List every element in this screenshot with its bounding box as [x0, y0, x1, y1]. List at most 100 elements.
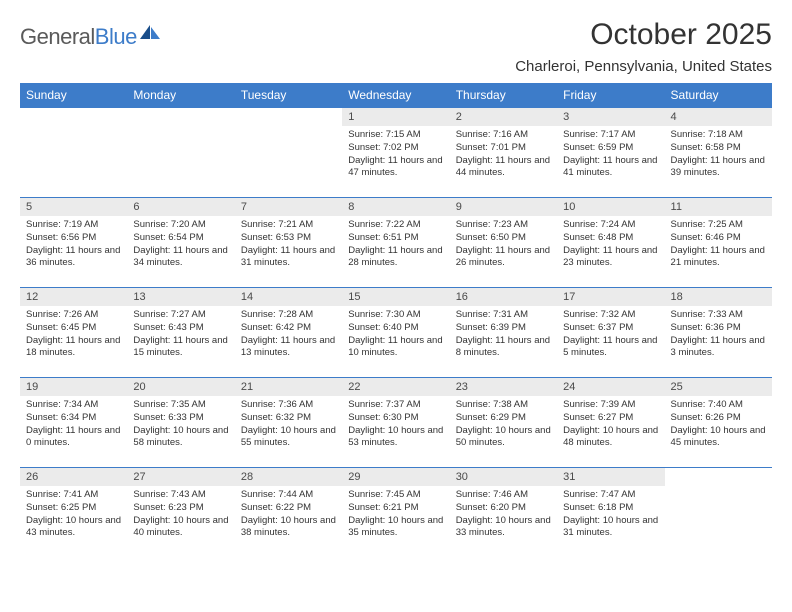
day-details: Sunrise: 7:36 AMSunset: 6:32 PMDaylight:… — [235, 396, 342, 454]
calendar-page: GeneralBlue October 2025 Charleroi, Penn… — [0, 0, 792, 558]
calendar-day-cell: 4Sunrise: 7:18 AMSunset: 6:58 PMDaylight… — [665, 108, 772, 198]
day-details: Sunrise: 7:38 AMSunset: 6:29 PMDaylight:… — [450, 396, 557, 454]
calendar-day-cell: 3Sunrise: 7:17 AMSunset: 6:59 PMDaylight… — [557, 108, 664, 198]
day-number: 19 — [20, 378, 127, 396]
day-details: Sunrise: 7:18 AMSunset: 6:58 PMDaylight:… — [665, 126, 772, 184]
calendar-table: SundayMondayTuesdayWednesdayThursdayFrid… — [20, 83, 772, 558]
calendar-day-cell: 13Sunrise: 7:27 AMSunset: 6:43 PMDayligh… — [127, 288, 234, 378]
day-details: Sunrise: 7:21 AMSunset: 6:53 PMDaylight:… — [235, 216, 342, 274]
calendar-week-row: 5Sunrise: 7:19 AMSunset: 6:56 PMDaylight… — [20, 198, 772, 288]
day-details: Sunrise: 7:31 AMSunset: 6:39 PMDaylight:… — [450, 306, 557, 364]
calendar-day-cell: 18Sunrise: 7:33 AMSunset: 6:36 PMDayligh… — [665, 288, 772, 378]
day-details: Sunrise: 7:25 AMSunset: 6:46 PMDaylight:… — [665, 216, 772, 274]
day-number: 20 — [127, 378, 234, 396]
day-details: Sunrise: 7:20 AMSunset: 6:54 PMDaylight:… — [127, 216, 234, 274]
day-details: Sunrise: 7:30 AMSunset: 6:40 PMDaylight:… — [342, 306, 449, 364]
day-details: Sunrise: 7:35 AMSunset: 6:33 PMDaylight:… — [127, 396, 234, 454]
calendar-day-cell: 2Sunrise: 7:16 AMSunset: 7:01 PMDaylight… — [450, 108, 557, 198]
calendar-day-cell: 25Sunrise: 7:40 AMSunset: 6:26 PMDayligh… — [665, 378, 772, 468]
day-number: 16 — [450, 288, 557, 306]
day-number: 27 — [127, 468, 234, 486]
calendar-day-cell: 7Sunrise: 7:21 AMSunset: 6:53 PMDaylight… — [235, 198, 342, 288]
calendar-week-row: 12Sunrise: 7:26 AMSunset: 6:45 PMDayligh… — [20, 288, 772, 378]
day-number: 21 — [235, 378, 342, 396]
location-text: Charleroi, Pennsylvania, United States — [515, 58, 772, 75]
brand-name: GeneralBlue — [20, 24, 137, 50]
header-row: GeneralBlue October 2025 Charleroi, Penn… — [20, 18, 772, 75]
day-number: 8 — [342, 198, 449, 216]
calendar-day-cell: 26Sunrise: 7:41 AMSunset: 6:25 PMDayligh… — [20, 468, 127, 558]
day-number: 13 — [127, 288, 234, 306]
day-details: Sunrise: 7:43 AMSunset: 6:23 PMDaylight:… — [127, 486, 234, 544]
day-details: Sunrise: 7:24 AMSunset: 6:48 PMDaylight:… — [557, 216, 664, 274]
day-details: Sunrise: 7:27 AMSunset: 6:43 PMDaylight:… — [127, 306, 234, 364]
day-details: Sunrise: 7:41 AMSunset: 6:25 PMDaylight:… — [20, 486, 127, 544]
calendar-day-cell: 22Sunrise: 7:37 AMSunset: 6:30 PMDayligh… — [342, 378, 449, 468]
month-title: October 2025 — [515, 18, 772, 52]
day-details: Sunrise: 7:16 AMSunset: 7:01 PMDaylight:… — [450, 126, 557, 184]
calendar-week-row: 1Sunrise: 7:15 AMSunset: 7:02 PMDaylight… — [20, 108, 772, 198]
day-number: 3 — [557, 108, 664, 126]
calendar-day-cell: 30Sunrise: 7:46 AMSunset: 6:20 PMDayligh… — [450, 468, 557, 558]
day-details: Sunrise: 7:15 AMSunset: 7:02 PMDaylight:… — [342, 126, 449, 184]
calendar-day-cell: 27Sunrise: 7:43 AMSunset: 6:23 PMDayligh… — [127, 468, 234, 558]
day-details: Sunrise: 7:28 AMSunset: 6:42 PMDaylight:… — [235, 306, 342, 364]
day-details: Sunrise: 7:40 AMSunset: 6:26 PMDaylight:… — [665, 396, 772, 454]
day-details: Sunrise: 7:37 AMSunset: 6:30 PMDaylight:… — [342, 396, 449, 454]
day-details: Sunrise: 7:22 AMSunset: 6:51 PMDaylight:… — [342, 216, 449, 274]
day-number: 26 — [20, 468, 127, 486]
day-number: 4 — [665, 108, 772, 126]
calendar-day-cell: 12Sunrise: 7:26 AMSunset: 6:45 PMDayligh… — [20, 288, 127, 378]
day-number: 24 — [557, 378, 664, 396]
day-number: 30 — [450, 468, 557, 486]
day-details: Sunrise: 7:46 AMSunset: 6:20 PMDaylight:… — [450, 486, 557, 544]
day-number: 29 — [342, 468, 449, 486]
day-details: Sunrise: 7:45 AMSunset: 6:21 PMDaylight:… — [342, 486, 449, 544]
calendar-day-cell: 23Sunrise: 7:38 AMSunset: 6:29 PMDayligh… — [450, 378, 557, 468]
day-number: 28 — [235, 468, 342, 486]
weekday-header-cell: Thursday — [450, 83, 557, 108]
day-number: 25 — [665, 378, 772, 396]
weekday-header-cell: Monday — [127, 83, 234, 108]
day-number: 6 — [127, 198, 234, 216]
day-number: 10 — [557, 198, 664, 216]
day-details: Sunrise: 7:19 AMSunset: 6:56 PMDaylight:… — [20, 216, 127, 274]
day-number: 1 — [342, 108, 449, 126]
day-number: 11 — [665, 198, 772, 216]
calendar-day-cell: 16Sunrise: 7:31 AMSunset: 6:39 PMDayligh… — [450, 288, 557, 378]
weekday-header-cell: Saturday — [665, 83, 772, 108]
day-number: 12 — [20, 288, 127, 306]
day-details: Sunrise: 7:39 AMSunset: 6:27 PMDaylight:… — [557, 396, 664, 454]
title-block: October 2025 Charleroi, Pennsylvania, Un… — [515, 18, 772, 75]
weekday-header-cell: Tuesday — [235, 83, 342, 108]
day-details: Sunrise: 7:23 AMSunset: 6:50 PMDaylight:… — [450, 216, 557, 274]
sail-icon — [140, 25, 162, 41]
day-number: 18 — [665, 288, 772, 306]
day-details: Sunrise: 7:32 AMSunset: 6:37 PMDaylight:… — [557, 306, 664, 364]
day-number: 17 — [557, 288, 664, 306]
day-details: Sunrise: 7:44 AMSunset: 6:22 PMDaylight:… — [235, 486, 342, 544]
day-number: 15 — [342, 288, 449, 306]
calendar-day-cell — [665, 468, 772, 558]
calendar-day-cell: 20Sunrise: 7:35 AMSunset: 6:33 PMDayligh… — [127, 378, 234, 468]
calendar-day-cell: 11Sunrise: 7:25 AMSunset: 6:46 PMDayligh… — [665, 198, 772, 288]
calendar-day-cell: 6Sunrise: 7:20 AMSunset: 6:54 PMDaylight… — [127, 198, 234, 288]
calendar-day-cell: 29Sunrise: 7:45 AMSunset: 6:21 PMDayligh… — [342, 468, 449, 558]
day-details: Sunrise: 7:34 AMSunset: 6:34 PMDaylight:… — [20, 396, 127, 454]
day-details: Sunrise: 7:17 AMSunset: 6:59 PMDaylight:… — [557, 126, 664, 184]
calendar-day-cell — [20, 108, 127, 198]
day-number: 31 — [557, 468, 664, 486]
weekday-header-cell: Wednesday — [342, 83, 449, 108]
calendar-day-cell: 5Sunrise: 7:19 AMSunset: 6:56 PMDaylight… — [20, 198, 127, 288]
calendar-week-row: 26Sunrise: 7:41 AMSunset: 6:25 PMDayligh… — [20, 468, 772, 558]
calendar-day-cell: 10Sunrise: 7:24 AMSunset: 6:48 PMDayligh… — [557, 198, 664, 288]
day-number: 14 — [235, 288, 342, 306]
calendar-week-row: 19Sunrise: 7:34 AMSunset: 6:34 PMDayligh… — [20, 378, 772, 468]
day-details: Sunrise: 7:26 AMSunset: 6:45 PMDaylight:… — [20, 306, 127, 364]
day-number: 2 — [450, 108, 557, 126]
weekday-header-cell: Friday — [557, 83, 664, 108]
calendar-day-cell: 19Sunrise: 7:34 AMSunset: 6:34 PMDayligh… — [20, 378, 127, 468]
calendar-day-cell: 21Sunrise: 7:36 AMSunset: 6:32 PMDayligh… — [235, 378, 342, 468]
day-details: Sunrise: 7:33 AMSunset: 6:36 PMDaylight:… — [665, 306, 772, 364]
day-number: 9 — [450, 198, 557, 216]
